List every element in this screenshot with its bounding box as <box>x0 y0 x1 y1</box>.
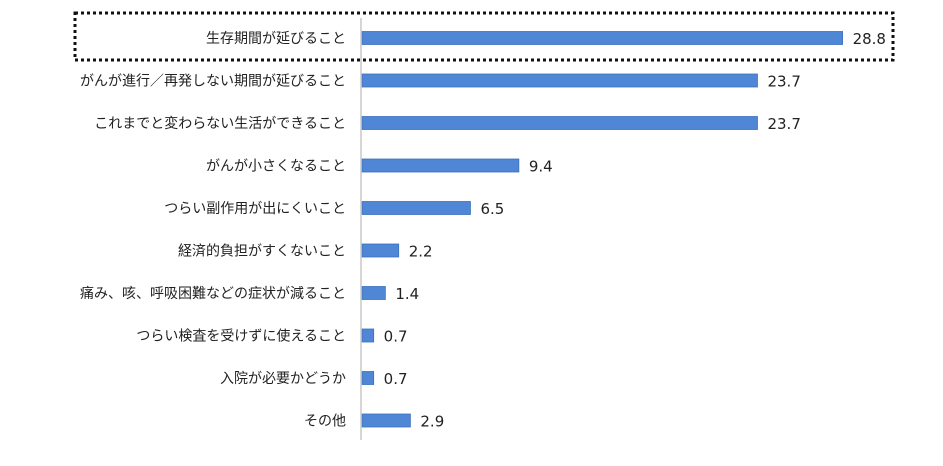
bar <box>361 413 411 428</box>
bar <box>361 158 520 173</box>
bar <box>361 116 758 130</box>
value-label: 28.8 <box>853 30 886 48</box>
value-label: 9.4 <box>529 158 553 176</box>
category-label: 入院が必要かどうか <box>220 371 346 387</box>
value-label: 2.9 <box>420 413 444 431</box>
value-label: 0.7 <box>384 328 408 346</box>
category-label: つらい検査を受けずに使えること <box>136 328 346 345</box>
category-label: 生存期間が延びること <box>206 31 346 47</box>
category-label: がんが進行／再発しない期間が延びること <box>80 74 346 90</box>
value-label: 6.5 <box>480 200 504 218</box>
bar <box>361 371 375 385</box>
bars-layer <box>361 31 843 428</box>
bar <box>361 73 758 88</box>
value-label: 2.2 <box>409 243 433 261</box>
category-label: つらい副作用が出にくいこと <box>164 201 346 217</box>
category-label: がんが小さくなること <box>206 159 346 175</box>
category-label: これまでと変わらない生活ができること <box>94 115 346 132</box>
category-label: その他 <box>304 414 346 430</box>
value-label: 23.7 <box>767 73 800 91</box>
bar <box>361 328 375 343</box>
bar <box>361 201 471 215</box>
bar <box>361 286 386 300</box>
highlight-box <box>73 11 895 62</box>
value-label: 0.7 <box>384 370 408 388</box>
highlight-layer <box>73 11 895 62</box>
value-label: 23.7 <box>767 115 800 133</box>
bar <box>361 243 400 258</box>
value-label: 1.4 <box>395 285 419 303</box>
category-label: 痛み、咳、呼吸困難などの症状が減ること <box>80 285 346 302</box>
category-label: 経済的負担がすくないこと <box>178 244 346 260</box>
bar <box>361 31 843 45</box>
labels-layer: 生存期間が延びること 28.8 がんが進行／再発しない期間が延びること 23.7 これま… <box>80 30 886 431</box>
